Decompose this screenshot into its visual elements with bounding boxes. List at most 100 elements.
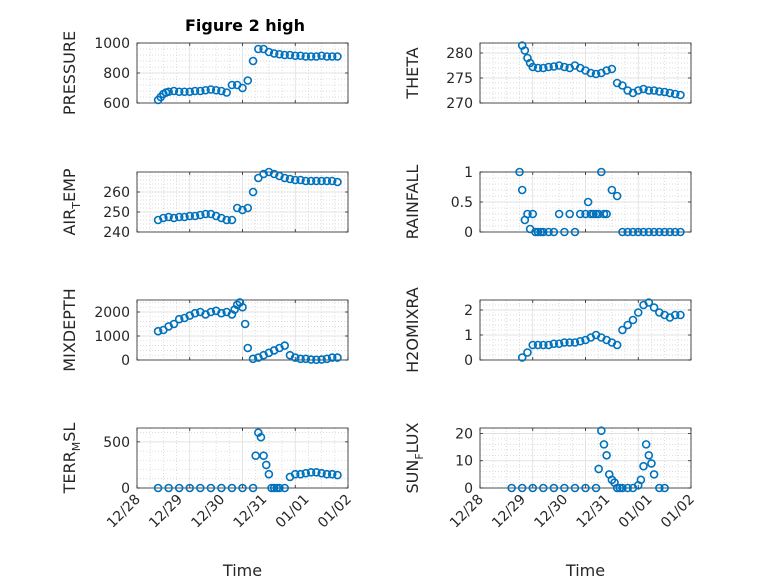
data-point (523, 348, 532, 357)
data-point (633, 308, 643, 317)
x-axis-label: Time (222, 561, 262, 580)
data-point (544, 62, 553, 72)
data-point (597, 167, 606, 177)
data-point (238, 302, 247, 312)
data-point (243, 343, 253, 353)
data-point (272, 483, 282, 493)
data-point (594, 464, 603, 474)
data-point (211, 211, 221, 221)
data-point (528, 483, 538, 493)
data-point (243, 203, 253, 213)
data-point (597, 426, 606, 436)
data-point (227, 483, 237, 493)
data-point (639, 227, 648, 237)
data-point (301, 52, 311, 61)
y-tick-label: 250 (103, 205, 130, 221)
data-point (164, 483, 173, 493)
data-point (243, 76, 253, 85)
data-point (538, 227, 548, 237)
data-point (322, 469, 332, 479)
data-point (549, 339, 559, 349)
data-point (174, 212, 184, 222)
data-point (164, 212, 173, 222)
y-tick-label: 2 (464, 303, 473, 319)
data-point (612, 483, 622, 493)
data-point (317, 176, 326, 186)
data-point (248, 354, 258, 364)
panel-air-temp: 240 250 260 AIRTEMP (60, 167, 349, 241)
data-point (196, 483, 205, 493)
data-point (256, 432, 266, 442)
data-point (296, 354, 305, 364)
data-point (217, 86, 226, 96)
data-point (615, 483, 625, 493)
data-point (190, 211, 200, 221)
y-tick-label: 1000 (94, 329, 130, 345)
data-point (275, 483, 284, 493)
y-tick-label: 0 (121, 353, 130, 369)
data-point (280, 173, 290, 183)
data-point (533, 63, 543, 73)
panel-mixdepth: 0 1000 2000 MIXDEPTH (60, 288, 349, 372)
y-axis-label: MIXDEPTH (60, 288, 79, 371)
panel-pressure: 600 800 1000 PRESSURE (60, 31, 349, 115)
data-point (647, 459, 656, 468)
data-point (560, 62, 569, 72)
data-point (507, 483, 516, 493)
data-point (641, 440, 651, 449)
data-point (533, 340, 543, 350)
data-point (180, 87, 189, 97)
data-point (217, 483, 226, 493)
data-point (261, 460, 271, 470)
data-point (306, 52, 316, 61)
y-axis-label: TERRMSL (60, 423, 83, 495)
data-point (660, 227, 669, 237)
data-point (259, 169, 268, 179)
data-point (296, 469, 305, 479)
data-point (628, 227, 638, 237)
y-axis-label: H2OMIXRA (403, 287, 422, 373)
data-point (676, 90, 685, 100)
data-point (644, 227, 654, 237)
data-point (570, 227, 580, 237)
data-point (554, 209, 564, 219)
y-tick-label: 0 (121, 481, 130, 497)
data-point (312, 52, 321, 61)
data-point (581, 209, 590, 219)
data-point (649, 303, 659, 312)
data-point (232, 203, 242, 213)
data-point (676, 310, 685, 320)
data-point (153, 483, 163, 493)
data-point (560, 338, 569, 347)
data-point (602, 450, 611, 460)
y-tick-label: 260 (103, 185, 130, 201)
data-point (533, 227, 543, 237)
data-point (644, 86, 654, 95)
data-point (591, 209, 601, 219)
y-tick-label: 20 (455, 426, 473, 442)
y-tick-label: 800 (103, 66, 130, 82)
data-point (185, 87, 195, 97)
data-point (591, 483, 601, 493)
data-point (618, 483, 627, 493)
data-point (570, 338, 580, 347)
data-point (655, 483, 664, 493)
y-tick-label: 2000 (94, 305, 130, 321)
data-point (544, 340, 553, 350)
data-point (633, 227, 643, 237)
y-axis-label: RAINFALL (403, 165, 422, 240)
data-point (206, 483, 216, 493)
data-point (275, 171, 284, 181)
data-point (290, 353, 300, 362)
data-point (222, 88, 231, 97)
data-point (248, 187, 258, 197)
data-point (618, 227, 627, 237)
data-point (164, 87, 173, 97)
y-tick-label: 275 (446, 71, 473, 87)
data-point (536, 227, 545, 237)
data-point (217, 308, 226, 318)
data-point (201, 209, 210, 219)
data-point (301, 354, 311, 364)
data-point (583, 197, 593, 207)
data-point (560, 227, 569, 237)
